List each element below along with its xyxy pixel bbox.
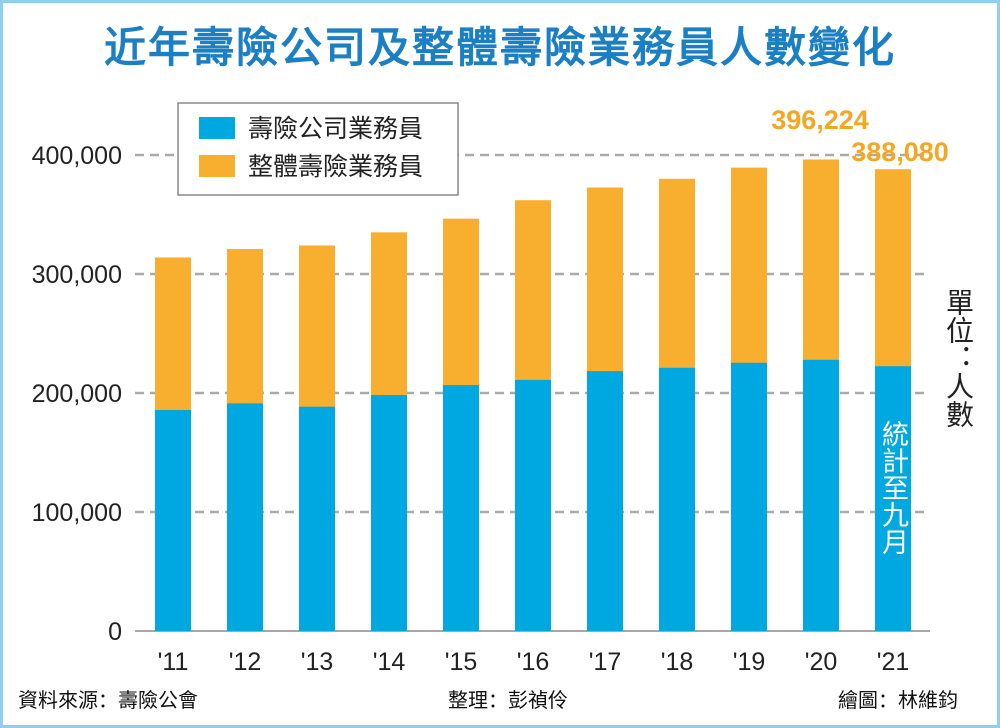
x-tick-label: '20 [805,648,838,676]
bar-company [587,371,623,631]
x-tick-label: '19 [733,648,766,676]
bar-company [155,410,191,631]
x-tick-label: '11 [158,648,189,676]
x-tick-label: '14 [373,648,406,676]
editor-text: 整理：彭禎伶 [448,688,568,712]
legend-label: 整體壽險業務員 [248,152,423,181]
note-2021: 統計至九月 [877,420,908,555]
illustrator-text: 繪圖：林維鈞 [838,688,958,712]
x-tick-label: '21 [877,648,910,676]
bar-company [371,395,407,631]
bar-company [803,359,839,631]
legend-label: 壽險公司業務員 [248,114,423,143]
x-tick-label: '13 [301,648,334,676]
bar-company [731,362,767,631]
x-tick-label: '17 [589,648,622,676]
bar-company [227,403,263,631]
source-text: 資料來源：壽險公會 [18,688,198,712]
y-tick-label: 400,000 [32,142,122,170]
x-tick-label: '15 [445,648,478,676]
x-tick-label: '12 [229,648,262,676]
unit-label: 單位：人數 [942,288,975,428]
chart-title: 近年壽險公司及整體壽險業務員人數變化 [103,23,896,72]
bar-company [299,406,335,631]
legend-swatch [199,155,235,177]
bar-company [875,366,911,631]
legend-swatch [199,117,235,139]
data-label: 396,224 [771,105,869,135]
bar-company [515,379,551,631]
y-tick-label: 300,000 [32,261,122,289]
y-tick-label: 200,000 [32,380,122,408]
y-tick-label: 0 [108,618,122,646]
x-tick-label: '18 [661,648,694,676]
x-tick-label: '16 [517,648,550,676]
bar-company [659,367,695,631]
data-label: 388,080 [851,137,949,167]
bar-company [443,385,479,631]
y-tick-label: 100,000 [32,499,122,527]
